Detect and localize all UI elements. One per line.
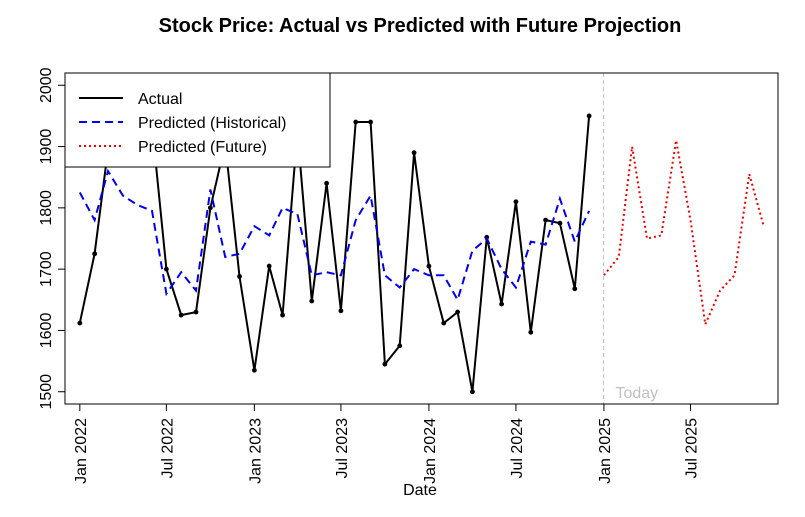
data-point (178, 312, 184, 318)
y-tick-label: 1800 (38, 190, 55, 226)
legend-label: Predicted (Historical) (138, 115, 286, 132)
x-tick-label: Jul 2025 (683, 418, 700, 479)
data-point (163, 266, 169, 272)
data-point (397, 343, 403, 349)
data-point (207, 205, 213, 211)
axes: 1500 1600 1700 1800 1900 2000 Jan 2022 Jul 2022… (38, 67, 700, 483)
legend-box (64, 72, 331, 168)
data-point (77, 320, 83, 326)
data-point (280, 312, 285, 318)
data-point (586, 113, 592, 119)
x-tick-label: Jul 2024 (509, 418, 526, 479)
data-point (572, 286, 578, 292)
data-point (338, 308, 344, 314)
y-tick-label: 1700 (38, 251, 55, 287)
y-tick-label: 1500 (38, 374, 55, 410)
legend-label: Predicted (Future) (138, 139, 267, 156)
y-tick-label: 2000 (38, 67, 55, 103)
data-point (543, 217, 548, 223)
x-tick-label: Jan 2025 (597, 418, 614, 484)
data-point (470, 389, 475, 395)
data-point (411, 150, 417, 156)
data-point (353, 119, 359, 125)
x-tick-label: Jan 2023 (247, 418, 264, 484)
series-line-predicted-historical (78, 168, 591, 303)
data-point (528, 329, 534, 335)
plot-frame (64, 72, 779, 405)
data-point (193, 309, 199, 315)
data-point (251, 367, 257, 373)
data-point (455, 309, 461, 315)
data-point (309, 298, 315, 304)
data-point (92, 251, 98, 257)
data-point (441, 320, 447, 326)
series-line-predicted-future (603, 140, 765, 328)
data-point (237, 274, 242, 279)
data-point (382, 361, 388, 367)
x-tick-label: Jan 2024 (422, 418, 439, 484)
series-line-actual (78, 114, 591, 392)
x-tick-label: Jul 2022 (159, 418, 176, 479)
x-tick-label: Jul 2023 (334, 418, 351, 479)
data-point (499, 301, 504, 307)
data-point (426, 263, 432, 269)
legend-label: Actual (138, 91, 182, 108)
legend: Actual Predicted (Historical) Predicted (F… (64, 72, 331, 168)
today-label: Today (615, 385, 658, 402)
x-axis-title: Date (403, 482, 437, 499)
data-point (557, 220, 563, 226)
data-point (513, 199, 519, 205)
chart-title: Stock Price: Actual vs Predicted with Fu… (159, 15, 682, 37)
data-point (266, 263, 272, 269)
data-point (324, 180, 329, 186)
data-point (368, 119, 373, 125)
x-tick-label: Jan 2022 (73, 418, 90, 484)
y-tick-label: 1900 (38, 129, 55, 165)
y-tick-label: 1600 (38, 313, 55, 349)
